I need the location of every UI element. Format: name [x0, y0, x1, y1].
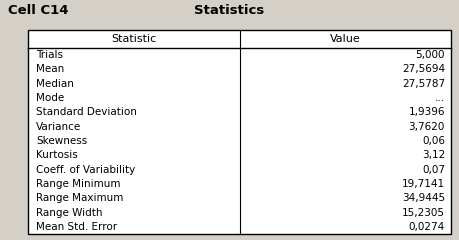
Text: 27,5694: 27,5694	[402, 65, 445, 74]
Text: Range Maximum: Range Maximum	[36, 193, 123, 203]
Text: 0,07: 0,07	[422, 165, 445, 175]
Text: Mean: Mean	[36, 65, 64, 74]
Text: Statistic: Statistic	[111, 34, 157, 44]
Text: Mode: Mode	[36, 93, 64, 103]
Text: Coeff. of Variability: Coeff. of Variability	[36, 165, 135, 175]
Text: ...: ...	[435, 93, 445, 103]
Text: Variance: Variance	[36, 122, 81, 132]
Text: 5,000: 5,000	[415, 50, 445, 60]
Text: Median: Median	[36, 79, 74, 89]
Text: Standard Deviation: Standard Deviation	[36, 107, 137, 117]
Text: Value: Value	[330, 34, 361, 44]
Text: Statistics: Statistics	[194, 4, 265, 17]
Text: 3,7620: 3,7620	[409, 122, 445, 132]
Text: Range Minimum: Range Minimum	[36, 179, 121, 189]
Text: Range Width: Range Width	[36, 208, 102, 217]
Text: Kurtosis: Kurtosis	[36, 150, 78, 160]
Text: Mean Std. Error: Mean Std. Error	[36, 222, 117, 232]
Text: 27,5787: 27,5787	[402, 79, 445, 89]
Text: 1,9396: 1,9396	[409, 107, 445, 117]
Text: 3,12: 3,12	[422, 150, 445, 160]
Text: 34,9445: 34,9445	[402, 193, 445, 203]
Text: 15,2305: 15,2305	[402, 208, 445, 217]
Text: 19,7141: 19,7141	[402, 179, 445, 189]
Text: Trials: Trials	[36, 50, 63, 60]
Bar	[28, 30, 451, 234]
Text: Skewness: Skewness	[36, 136, 87, 146]
Text: 0,0274: 0,0274	[409, 222, 445, 232]
Text: 0,06: 0,06	[422, 136, 445, 146]
Text: Cell C14: Cell C14	[8, 4, 68, 17]
